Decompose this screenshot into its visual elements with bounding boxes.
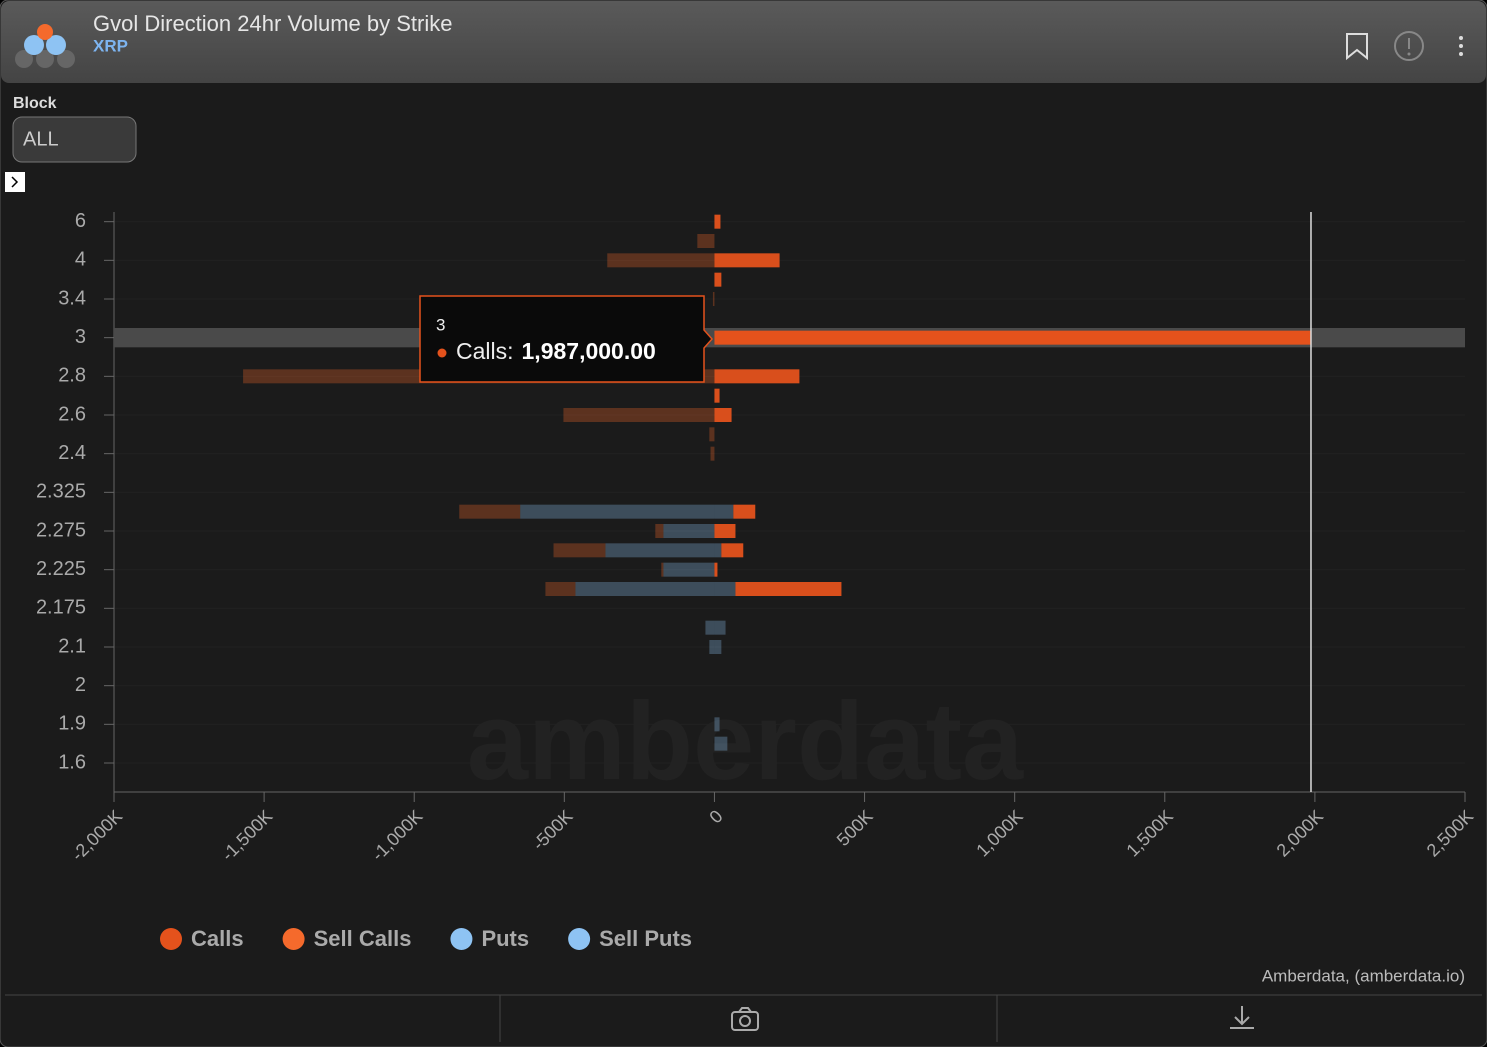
legend-label: Calls <box>191 926 244 951</box>
menu-button[interactable] <box>1459 36 1463 56</box>
y-tick-label: 2.8 <box>58 365 86 387</box>
bar <box>661 562 664 577</box>
bar <box>545 582 576 596</box>
bar <box>663 562 715 577</box>
bar <box>714 640 722 654</box>
tooltip: 3 Calls: 1,987,000.00 <box>419 295 714 383</box>
tooltip-box <box>419 295 714 383</box>
bar <box>663 524 715 538</box>
bar <box>714 388 720 403</box>
bar <box>714 408 732 422</box>
bar <box>709 640 715 654</box>
y-tick-label: 2.6 <box>58 403 86 425</box>
bar <box>714 504 734 519</box>
legend-marker <box>160 928 182 950</box>
bar <box>714 253 780 268</box>
bar <box>520 504 715 519</box>
bar <box>714 369 800 384</box>
bar <box>714 272 722 287</box>
logo <box>15 24 75 68</box>
bar <box>709 427 715 442</box>
legend-label: Sell Puts <box>599 926 692 951</box>
y-tick-label: 2.275 <box>36 519 86 541</box>
bar <box>712 292 715 306</box>
bar <box>605 543 715 558</box>
bar <box>655 524 664 538</box>
legend-marker <box>282 928 305 950</box>
header <box>1 1 1486 83</box>
tooltip-title: 3 <box>436 315 445 334</box>
download-button[interactable] <box>1230 1006 1254 1029</box>
bar <box>721 543 744 558</box>
y-tick-label: 3 <box>75 326 86 348</box>
bar <box>714 582 736 596</box>
bar <box>714 330 1311 345</box>
watermark: amberdata <box>467 680 1024 803</box>
bar <box>697 234 715 248</box>
y-tick-label: 2.4 <box>58 442 86 464</box>
bar <box>714 736 728 751</box>
filter-label: Block <box>13 95 57 112</box>
y-tick-label: 2.225 <box>36 558 86 580</box>
y-tick-label: 1.6 <box>58 751 86 773</box>
bar <box>563 408 715 422</box>
bar <box>710 446 715 461</box>
expand-button[interactable] <box>5 172 25 192</box>
bar <box>553 543 606 558</box>
tooltip-marker <box>437 348 447 358</box>
screenshot-button[interactable] <box>731 1007 759 1031</box>
legend-label: Sell Calls <box>314 926 412 951</box>
chart: amberdata 6 4 3.4 3 2.8 2.6 2.4 2.325 2.275 2.225 2… <box>36 210 1477 986</box>
y-tick-label: 1.9 <box>58 713 86 735</box>
bar <box>714 543 722 558</box>
bar <box>459 504 521 519</box>
bookmark-button[interactable] <box>1346 33 1368 61</box>
legend-label: Puts <box>481 926 529 951</box>
title: Gvol Direction 24hr Volume by Strike <box>93 11 453 36</box>
y-tick-label: 4 <box>75 249 86 271</box>
credit: Amberdata, (amberdata.io) <box>1262 966 1465 985</box>
filter-value: ALL <box>23 128 59 150</box>
bar <box>705 620 715 635</box>
y-tick-label: 2.1 <box>58 635 86 657</box>
y-tick-label: 2.325 <box>36 481 86 503</box>
bar <box>607 253 715 268</box>
info-button[interactable] <box>1394 31 1424 61</box>
bar <box>735 582 842 596</box>
y-tick-label: 2.175 <box>36 597 86 619</box>
tooltip-label: Calls: <box>456 338 514 364</box>
filter-select[interactable] <box>12 116 137 163</box>
y-tick-label: 6 <box>75 210 86 232</box>
bar <box>714 214 721 229</box>
tooltip-value: 1,987,000.00 <box>522 338 656 364</box>
bar <box>575 582 715 596</box>
y-tick-label: 3.4 <box>58 287 86 309</box>
bar <box>714 717 720 732</box>
bar <box>714 562 718 577</box>
subtitle: XRP <box>93 36 128 55</box>
legend-marker <box>450 928 473 950</box>
bar <box>714 620 726 635</box>
bar <box>714 524 736 538</box>
bar <box>733 504 756 519</box>
legend-marker <box>568 928 591 950</box>
y-tick-label: 2 <box>75 674 86 696</box>
